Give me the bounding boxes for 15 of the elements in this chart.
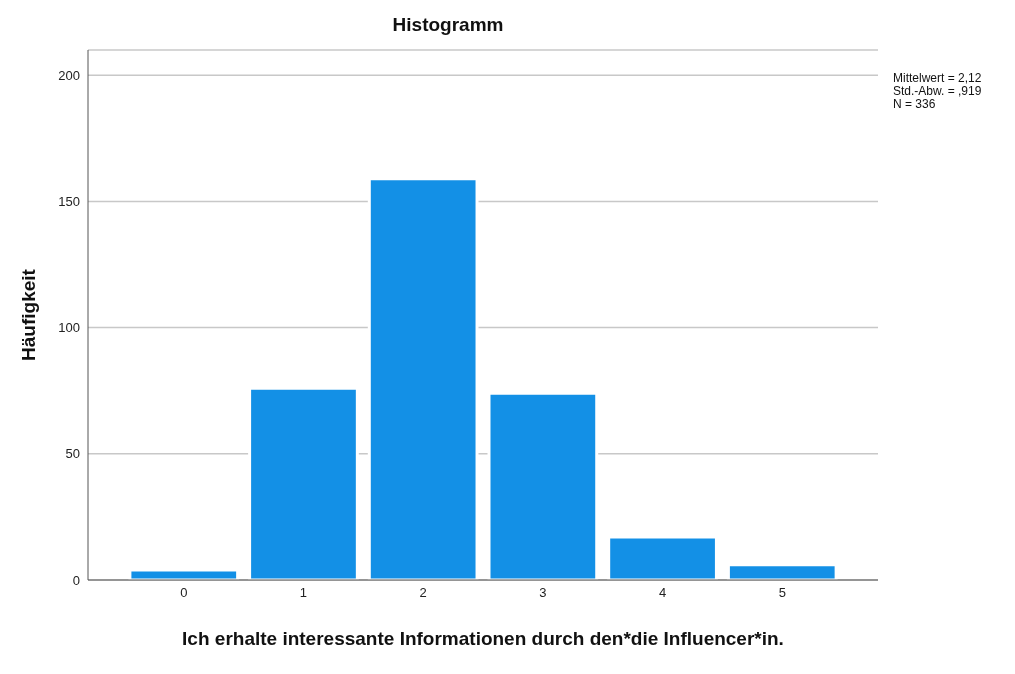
y-axis-title: Häufigkeit: [17, 268, 39, 361]
y-tick-label: 150: [58, 194, 80, 210]
y-tick-label: 0: [72, 572, 80, 588]
text: Mittelwert = 2,12 Std.-Abw. = ,919 N = 336: [893, 71, 982, 111]
x-tick-label: 4: [658, 585, 667, 601]
y-tick-label: 100: [58, 320, 80, 336]
x-tick-label: 1: [299, 585, 308, 601]
x-tick-label: 0: [180, 585, 188, 601]
y-tick-label: 200: [58, 67, 80, 83]
chart-title: Histogramm: [391, 14, 505, 36]
x-axis-title: Ich erhalte interessante Informationen durch den*die Influencer*in.: [182, 628, 784, 649]
x-tick-label: 2: [419, 585, 427, 601]
x-tick-label: 3: [539, 585, 547, 601]
x-tick-label: 5: [778, 585, 786, 601]
y-tick-label: 50: [65, 446, 80, 462]
